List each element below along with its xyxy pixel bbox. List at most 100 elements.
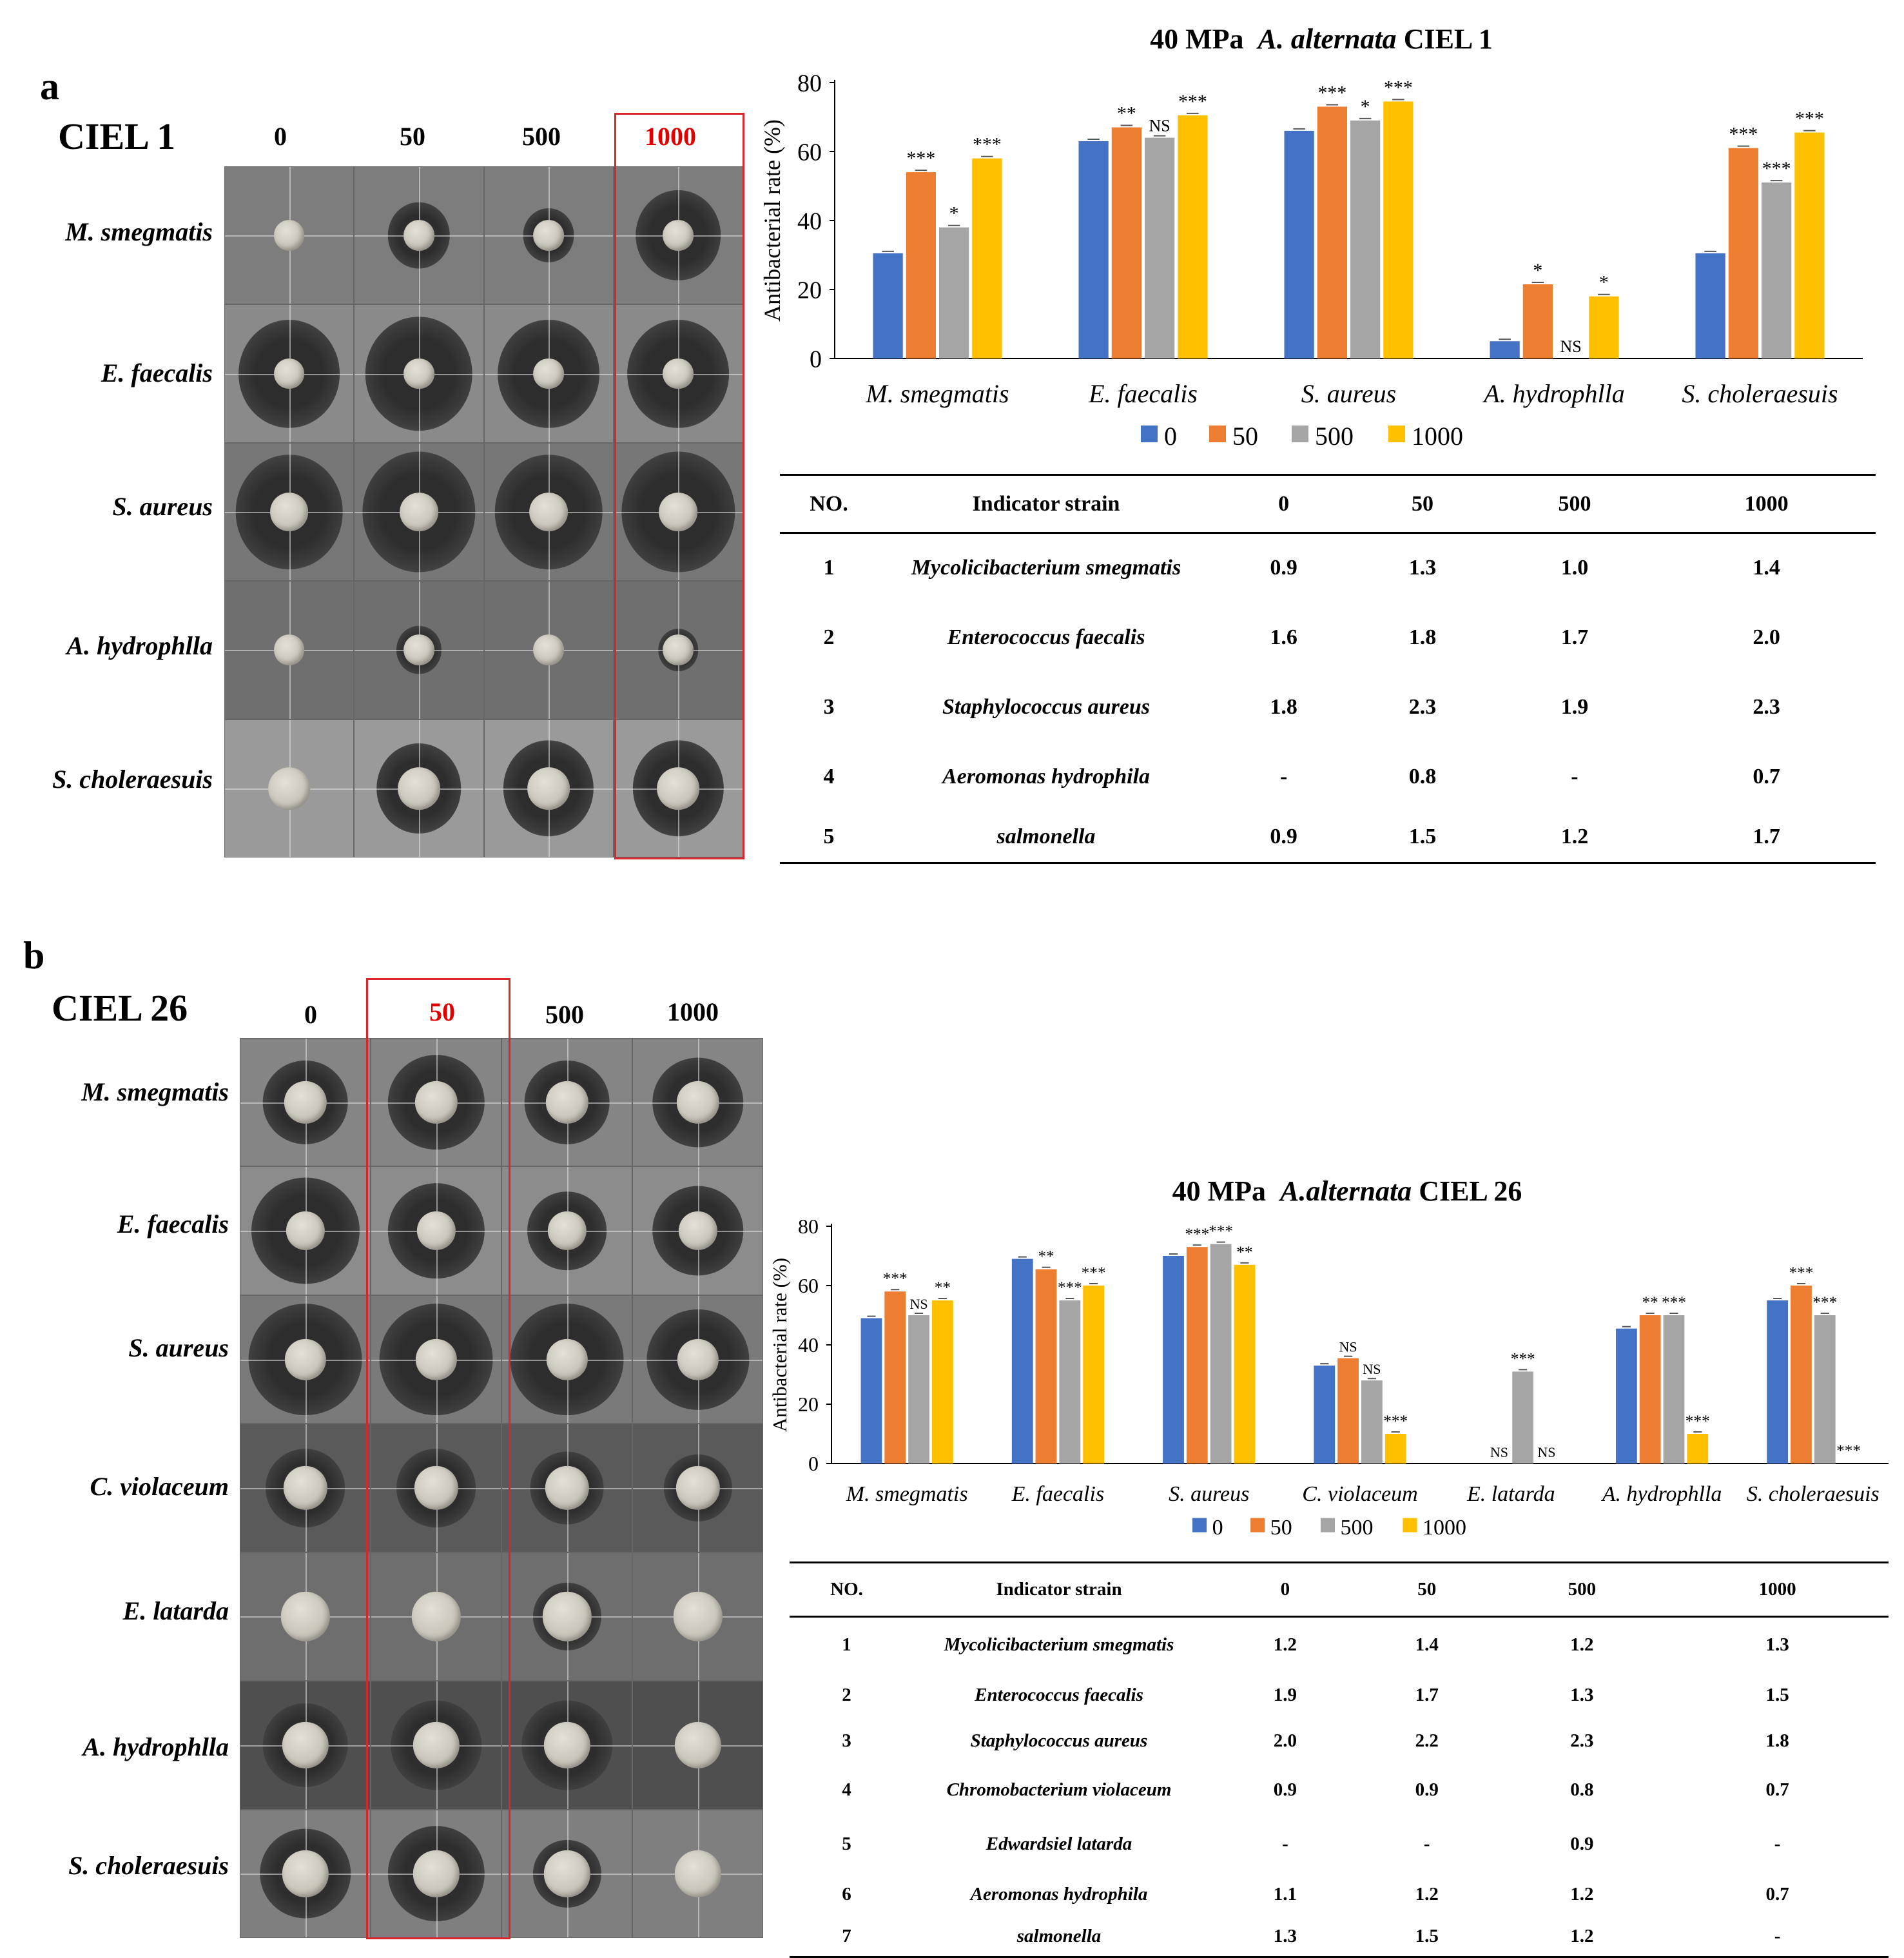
table-cell: 1.3	[1273, 1926, 1297, 1947]
table-cell: Staphylococcus aureus	[970, 1730, 1148, 1751]
panel-b-conc-0: 0	[304, 1000, 317, 1029]
plate-cell	[371, 1809, 501, 1938]
table-cell: -	[1774, 1926, 1781, 1947]
paper-disk	[546, 1338, 588, 1380]
y-tick-label: 20	[797, 277, 822, 304]
plate-cell	[632, 1038, 763, 1167]
table-cell: -	[1282, 1834, 1288, 1854]
significance-label: ***	[1317, 82, 1346, 103]
table-row: 1 Mycolicibacterium smegmatis 0.9 1.3 1.…	[780, 533, 1876, 603]
panel-a-conc-500: 500	[522, 122, 561, 151]
bar	[1794, 132, 1825, 358]
significance-label: ***	[1185, 1225, 1209, 1243]
significance-label: ***	[1511, 1349, 1535, 1367]
plate-cell	[501, 1681, 632, 1810]
table-cell: Mycolicibacterium smegmatis	[944, 1634, 1174, 1655]
paper-disk	[414, 1081, 458, 1124]
table-cell: 1.2	[1560, 824, 1589, 848]
paper-disk	[415, 1338, 457, 1380]
table-header: 0	[1214, 1562, 1356, 1618]
bar	[1145, 137, 1175, 358]
table-row: 1 Mycolicibacterium smegmatis 1.2 1.4 1.…	[790, 1617, 1889, 1672]
bar	[1083, 1286, 1105, 1464]
plate-cell	[240, 1809, 371, 1938]
bar	[1186, 1247, 1208, 1464]
paper-disk	[273, 220, 305, 251]
table-cell: 1.2	[1273, 1634, 1297, 1655]
paper-disk	[413, 1850, 460, 1897]
table-cell: 0.8	[1408, 764, 1437, 788]
plate-cell	[632, 1424, 763, 1552]
paper-disk	[659, 493, 698, 531]
category-label: M. smegmatis	[846, 1482, 968, 1506]
table-cell: 1.4	[1415, 1634, 1439, 1655]
panel-a-table: NO. Indicator strain 0 50 500 1000 1 Myc…	[780, 474, 1876, 864]
plate-cell	[240, 1552, 371, 1681]
legend-swatch	[1320, 1518, 1335, 1532]
plate-cell	[483, 581, 614, 720]
bar	[1210, 1244, 1232, 1464]
plate-cell	[632, 1681, 763, 1810]
plate-cell	[501, 1809, 632, 1938]
panel-a-row-label: S. choleraesuis	[52, 765, 213, 794]
table-cell: 2.3	[1570, 1730, 1594, 1751]
y-tick-label: 40	[798, 1333, 819, 1356]
bar	[1687, 1434, 1709, 1464]
plate-cell	[224, 719, 355, 857]
table-row: 5 salmonella 0.9 1.5 1.2 1.7	[780, 812, 1876, 863]
table-row: 2 Enterococcus faecalis 1.9 1.7 1.3 1.5	[790, 1672, 1889, 1719]
table-cell: 3	[842, 1730, 851, 1751]
y-tick-label: 0	[808, 1452, 819, 1475]
plate-cell	[613, 166, 743, 305]
table-cell: Staphylococcus aureus	[942, 694, 1151, 719]
bar	[1383, 101, 1413, 359]
plate-cell	[371, 1038, 501, 1167]
table-cell: 3	[823, 694, 835, 719]
table-cell: 1.5	[1408, 824, 1437, 848]
bar	[1615, 1328, 1637, 1464]
plate-cell	[240, 1424, 371, 1552]
plate-cell	[501, 1166, 632, 1295]
panel-a-row-label: E. faecalis	[101, 358, 213, 387]
significance-label: *	[1361, 96, 1370, 117]
table-cell: Edwardsiel latarda	[986, 1834, 1132, 1854]
legend-swatch	[1250, 1518, 1265, 1532]
legend-label: 50	[1232, 422, 1258, 451]
plate-cell	[501, 1295, 632, 1424]
panel-a-row-label: M. smegmatis	[65, 217, 213, 246]
plate-cell	[613, 442, 743, 582]
significance-label: NS	[1537, 1444, 1555, 1460]
table-cell: Mycolicibacterium smegmatis	[911, 556, 1181, 580]
table-cell: -	[1571, 764, 1579, 788]
panel-b-row-label: S. choleraesuis	[68, 1851, 229, 1880]
paper-disk	[663, 634, 694, 666]
bar	[1512, 1371, 1534, 1464]
table-cell: 1.3	[1765, 1634, 1789, 1655]
paper-disk	[284, 1081, 327, 1124]
significance-label: ***	[883, 1269, 908, 1287]
panel-a-ciel-title: CIEL 1	[58, 115, 176, 157]
paper-disk	[533, 634, 565, 666]
y-tick-label: 60	[798, 1274, 819, 1297]
panel-b-row-label: M. smegmatis	[81, 1077, 229, 1106]
legend-swatch	[1209, 426, 1226, 442]
paper-disk	[286, 1211, 325, 1251]
plate-cell	[501, 1038, 632, 1167]
plate-cell	[483, 166, 614, 305]
panel-a-row-label: A. hydrophlla	[66, 631, 213, 660]
significance-label: *	[949, 203, 959, 224]
table-header: 500	[1497, 1562, 1667, 1618]
bar	[1767, 1300, 1789, 1464]
panel-b-row-label: E. faecalis	[117, 1209, 229, 1238]
bar	[972, 158, 1002, 358]
table-cell: 0.7	[1765, 1779, 1789, 1800]
y-tick-label: 80	[797, 70, 822, 97]
paper-disk	[533, 358, 565, 389]
bar	[1011, 1258, 1033, 1464]
table-row: 4 Aeromonas hydrophila - 0.8 - 0.7	[780, 742, 1876, 812]
significance-label: ***	[1812, 1293, 1837, 1311]
significance-label: NS	[909, 1296, 928, 1312]
table-cell: 0.9	[1415, 1779, 1439, 1800]
